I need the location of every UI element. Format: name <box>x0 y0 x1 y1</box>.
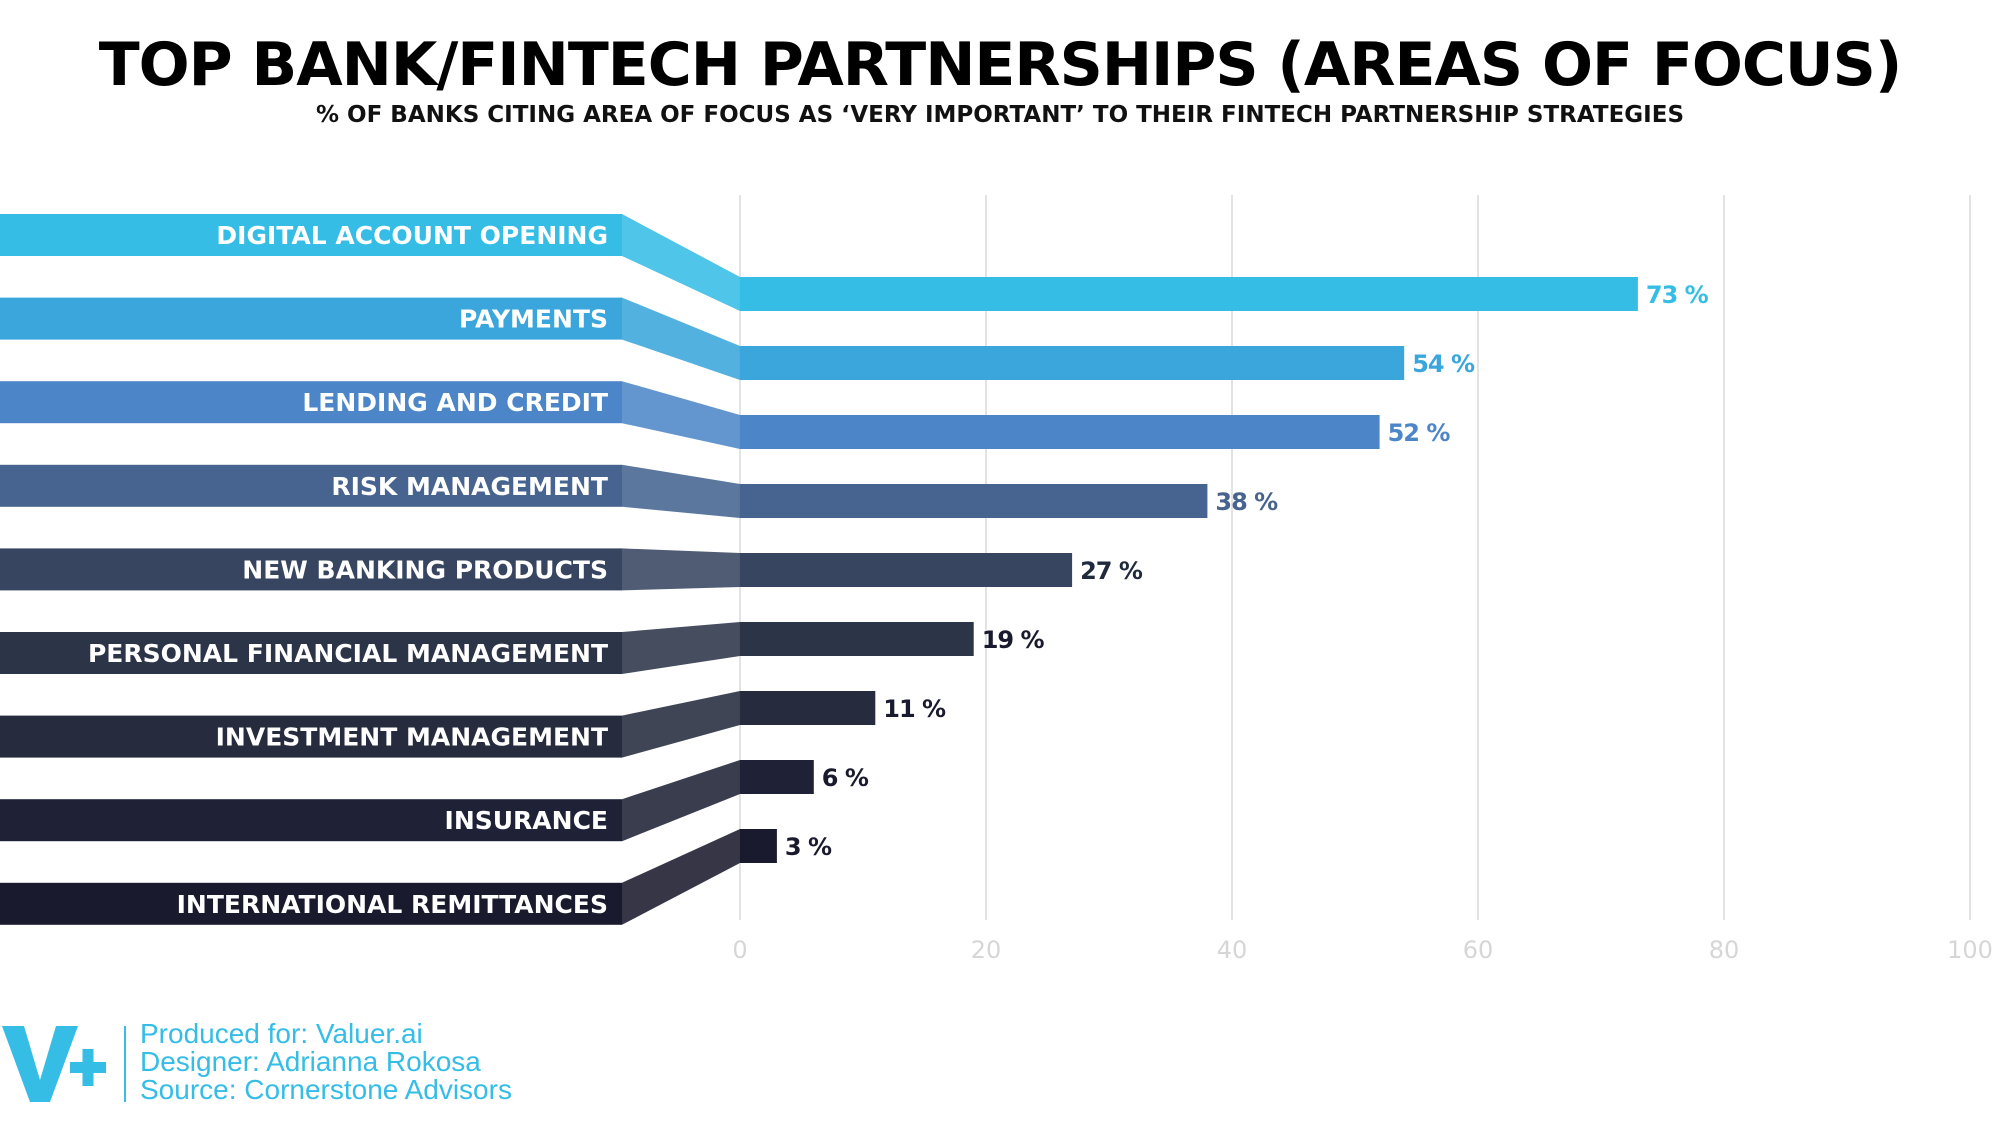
x-tick-label: 20 <box>971 936 1002 964</box>
category-band <box>0 464 622 507</box>
value-label: 38 % <box>1215 488 1278 516</box>
category-band <box>0 882 622 925</box>
category-label: LENDING AND CREDIT <box>302 388 608 417</box>
footer: Produced for: Valuer.ai Designer: Adrian… <box>0 1020 700 1120</box>
value-label: 73 % <box>1646 281 1709 309</box>
bar <box>740 277 1638 311</box>
value-label: 6 % <box>822 764 869 792</box>
bar <box>740 415 1380 449</box>
bar-group: PERSONAL FINANCIAL MANAGEMENT 19 % <box>0 622 1045 674</box>
bar <box>740 346 1405 380</box>
chart-title: TOP BANK/FINTECH PARTNERSHIPS (AREAS OF … <box>98 30 1903 100</box>
bar <box>740 760 814 794</box>
band-connector <box>622 760 740 842</box>
band-connector <box>622 548 740 591</box>
x-axis-ticks: 0 20 40 60 80 100 <box>732 936 1993 964</box>
footer-divider <box>124 1026 126 1102</box>
category-label: INTERNATIONAL REMITTANCES <box>177 890 608 919</box>
bar-group: PAYMENTS 54 % <box>0 297 1476 380</box>
bar-group: INSURANCE 6 % <box>0 760 870 842</box>
bar-group: DIGITAL ACCOUNT OPENING 73 % <box>0 214 1710 311</box>
bar-group: RISK MANAGEMENT 38 % <box>0 464 1279 518</box>
category-band <box>0 297 622 340</box>
bar-group: INTERNATIONAL REMITTANCES 3 % <box>0 829 833 925</box>
value-label: 52 % <box>1388 419 1451 447</box>
band-connector <box>622 622 740 674</box>
bars: DIGITAL ACCOUNT OPENING 73 % PAYMENTS 54 % L… <box>0 214 1710 925</box>
category-band <box>0 715 622 758</box>
category-band <box>0 214 622 256</box>
value-label: 54 % <box>1412 350 1475 378</box>
category-label: INVESTMENT MANAGEMENT <box>216 723 608 752</box>
x-tick-label: 60 <box>1463 936 1494 964</box>
bar-group: LENDING AND CREDIT 52 % <box>0 381 1451 449</box>
value-label: 3 % <box>785 833 832 861</box>
x-tick-label: 0 <box>732 936 747 964</box>
category-label: NEW BANKING PRODUCTS <box>242 555 608 584</box>
category-band <box>0 548 622 591</box>
bar-chart: 0 20 40 60 80 100 DIGITAL ACCOUNT OPENING 73 %… <box>0 195 1993 964</box>
category-band <box>0 381 622 424</box>
bar <box>740 622 974 656</box>
category-label: RISK MANAGEMENT <box>331 472 608 501</box>
category-label: PERSONAL FINANCIAL MANAGEMENT <box>88 639 608 668</box>
bar-group: NEW BANKING PRODUCTS 27 % <box>0 548 1144 591</box>
footer-credits: Produced for: Valuer.ai Designer: Adrian… <box>140 1020 512 1104</box>
value-label: 11 % <box>883 695 946 723</box>
band-connector <box>622 297 740 380</box>
category-label: INSURANCE <box>445 806 608 835</box>
footer-source: Source: Cornerstone Advisors <box>140 1074 512 1105</box>
value-label: 19 % <box>982 626 1045 654</box>
value-label: 27 % <box>1080 557 1143 585</box>
band-connector <box>622 691 740 758</box>
chart-subtitle: % OF BANKS CITING AREA OF FOCUS AS ‘VERY… <box>315 102 1685 128</box>
category-band <box>0 799 622 842</box>
band-connector <box>622 381 740 449</box>
bar-group: INVESTMENT MANAGEMENT 11 % <box>0 691 947 758</box>
bar <box>740 553 1073 587</box>
category-band <box>0 632 622 674</box>
x-tick-label: 80 <box>1709 936 1740 964</box>
x-tick-label: 100 <box>1947 936 1993 964</box>
bar <box>740 829 777 863</box>
band-connector <box>622 464 740 518</box>
bar <box>740 691 876 725</box>
band-connector <box>622 829 740 925</box>
footer-produced-for: Produced for: Valuer.ai <box>140 1018 423 1049</box>
bar <box>740 484 1208 518</box>
v-plus-logo-icon <box>2 1026 106 1102</box>
x-tick-label: 40 <box>1217 936 1248 964</box>
category-label: DIGITAL ACCOUNT OPENING <box>216 221 608 250</box>
footer-designer: Designer: Adrianna Rokosa <box>140 1046 481 1077</box>
band-connector <box>622 214 740 311</box>
category-label: PAYMENTS <box>459 305 608 334</box>
